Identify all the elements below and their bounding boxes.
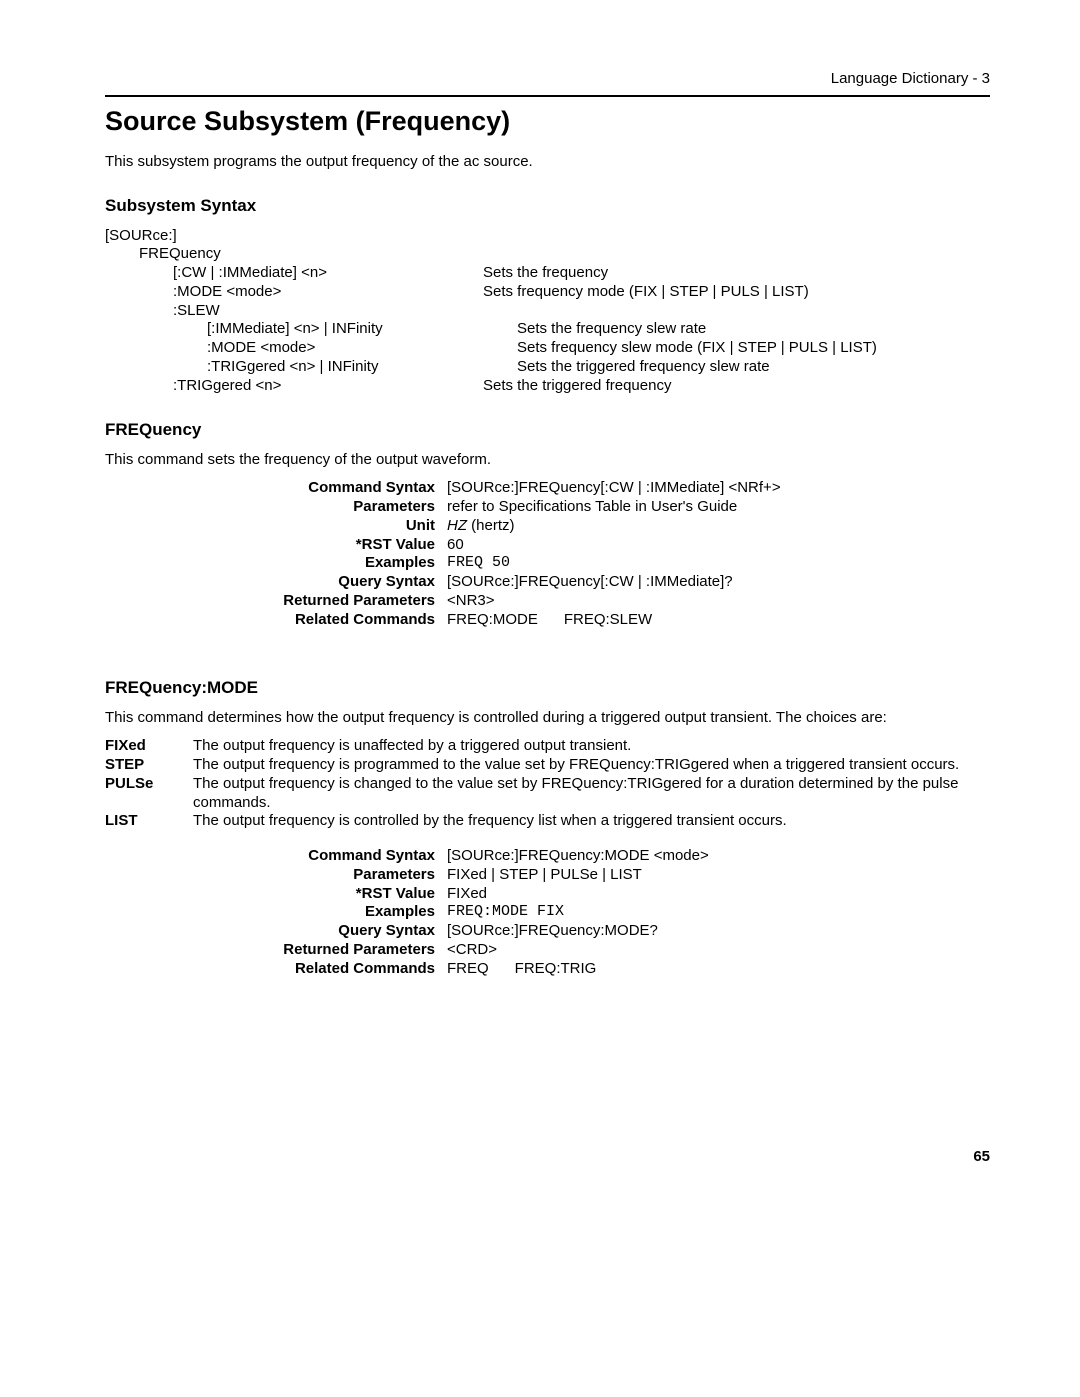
subsystem-syntax-heading: Subsystem Syntax [105, 195, 990, 216]
frequency-intro: This command sets the frequency of the o… [105, 451, 990, 470]
cmd-label: Command Syntax [105, 847, 447, 866]
frequency-mode-table: Command Syntax[SOURce:]FREQuency:MODE <m… [105, 847, 990, 978]
cmd-label: Parameters [105, 866, 447, 885]
syntax-block: [SOURce:] FREQuency [:CW | :IMMediate] <… [105, 227, 990, 396]
syntax-desc: Sets the triggered frequency [483, 377, 671, 396]
syntax-line: [SOURce:] [105, 227, 415, 246]
header-rule [105, 95, 990, 97]
choice-key: PULSe [105, 775, 193, 813]
mode-choices: FIXedThe output frequency is unaffected … [105, 737, 990, 831]
cmd-label: Examples [105, 903, 447, 922]
rel-cmd-1: FREQ [447, 960, 489, 977]
syntax-desc: Sets frequency slew mode (FIX | STEP | P… [517, 339, 877, 358]
frequency-mode-heading: FREQuency:MODE [105, 677, 990, 698]
cmd-label: Examples [105, 554, 447, 573]
cmd-value: <NR3> [447, 592, 990, 611]
syntax-cmd: :TRIGgered <n> [105, 377, 483, 396]
rel-cmd-1: FREQ:MODE [447, 611, 538, 628]
cmd-value: [SOURce:]FREQuency:MODE? [447, 922, 990, 941]
cmd-label: Query Syntax [105, 922, 447, 941]
header-right: Language Dictionary - 3 [105, 70, 990, 89]
rel-cmd-2: FREQ:SLEW [564, 611, 652, 628]
cmd-value: [SOURce:]FREQuency:MODE <mode> [447, 847, 990, 866]
cmd-value: [SOURce:]FREQuency[:CW | :IMMediate]? [447, 573, 990, 592]
cmd-value: FREQ:MODE FREQ:SLEW [447, 611, 990, 630]
choice-desc: The output frequency is changed to the v… [193, 775, 990, 813]
page-number: 65 [105, 1148, 990, 1167]
syntax-desc: Sets frequency mode (FIX | STEP | PULS |… [483, 283, 809, 302]
choice-desc: The output frequency is programmed to th… [193, 756, 990, 775]
cmd-value: refer to Specifications Table in User's … [447, 498, 990, 517]
cmd-value: [SOURce:]FREQuency[:CW | :IMMediate] <NR… [447, 479, 990, 498]
cmd-label: Related Commands [105, 960, 447, 979]
syntax-cmd: :SLEW [105, 302, 483, 321]
syntax-desc: Sets the frequency [483, 264, 608, 283]
choice-desc: The output frequency is unaffected by a … [193, 737, 990, 756]
cmd-label: Command Syntax [105, 479, 447, 498]
rel-cmd-2: FREQ:TRIG [515, 960, 597, 977]
cmd-value: 60 [447, 536, 990, 555]
syntax-cmd: :TRIGgered <n> | INFinity [105, 358, 517, 377]
syntax-cmd: :MODE <mode> [105, 283, 483, 302]
syntax-cmd: [:CW | :IMMediate] <n> [105, 264, 483, 283]
cmd-label: *RST Value [105, 885, 447, 904]
cmd-label: Returned Parameters [105, 592, 447, 611]
choice-key: LIST [105, 812, 193, 831]
choice-key: FIXed [105, 737, 193, 756]
unit-rest: (hertz) [467, 517, 515, 534]
cmd-value: FIXed [447, 885, 990, 904]
intro-paragraph: This subsystem programs the output frequ… [105, 153, 990, 172]
cmd-label: Query Syntax [105, 573, 447, 592]
cmd-value: HZ (hertz) [447, 517, 990, 536]
syntax-line: FREQuency [105, 245, 449, 264]
choice-key: STEP [105, 756, 193, 775]
cmd-label: *RST Value [105, 536, 447, 555]
syntax-desc: Sets the frequency slew rate [517, 320, 706, 339]
cmd-value: FREQ FREQ:TRIG [447, 960, 990, 979]
syntax-cmd: :MODE <mode> [105, 339, 517, 358]
syntax-desc: Sets the triggered frequency slew rate [517, 358, 770, 377]
choice-desc: The output frequency is controlled by th… [193, 812, 990, 831]
cmd-label: Related Commands [105, 611, 447, 630]
cmd-value: FREQ:MODE FIX [447, 903, 990, 922]
frequency-table: Command Syntax[SOURce:]FREQuency[:CW | :… [105, 479, 990, 629]
frequency-heading: FREQuency [105, 419, 990, 440]
cmd-label: Returned Parameters [105, 941, 447, 960]
unit-italic: HZ [447, 517, 467, 534]
syntax-cmd: [:IMMediate] <n> | INFinity [105, 320, 517, 339]
cmd-value: FREQ 50 [447, 554, 990, 573]
cmd-label: Parameters [105, 498, 447, 517]
page-title: Source Subsystem (Frequency) [105, 105, 990, 139]
cmd-value: FIXed | STEP | PULSe | LIST [447, 866, 990, 885]
cmd-label: Unit [105, 517, 447, 536]
cmd-value: <CRD> [447, 941, 990, 960]
frequency-mode-intro: This command determines how the output f… [105, 709, 990, 728]
